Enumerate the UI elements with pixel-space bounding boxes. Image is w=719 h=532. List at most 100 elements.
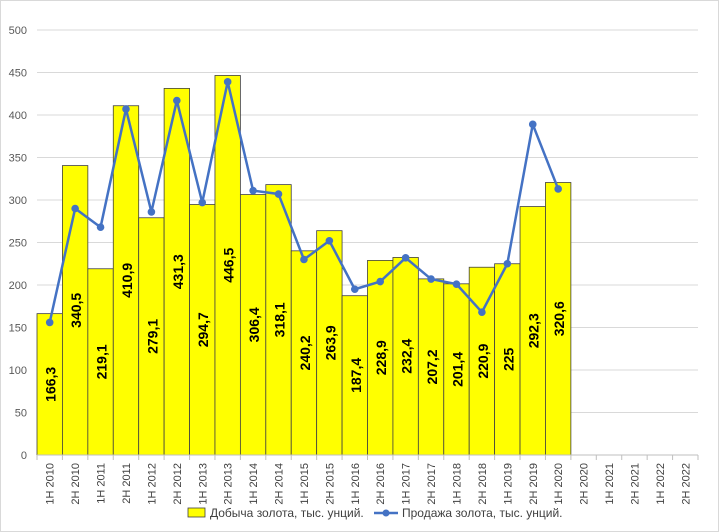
x-tick-label: 1H 2016 (350, 463, 362, 505)
bar-data-labels: 166,3 340,5 219,1 410,9 279,1 431,3 294,7 446,5… (43, 248, 567, 402)
bar (189, 204, 216, 456)
x-tick-label: 1H 2017 (401, 463, 413, 505)
legend-item-bar: Добыча золота, тыс. унций. (187, 506, 364, 520)
legend-item-line: Продажа золота, тыс. унций. (374, 506, 562, 520)
x-tick-label: 1H 2012 (146, 463, 158, 505)
x-tick-label: 1H 2015 (299, 463, 311, 505)
x-tick-label: 1H 2013 (197, 463, 209, 505)
bar-data-label: 263,9 (322, 325, 338, 360)
bar (163, 87, 190, 456)
bar (87, 268, 114, 456)
x-tick-label: 2H 2017 (426, 463, 438, 505)
legend-label-bar: Добыча золота, тыс. унций. (210, 506, 364, 520)
line-point (325, 237, 334, 245)
x-tick-label: 1H 2020 (553, 463, 565, 505)
line-point (96, 223, 105, 231)
x-tick-label: 2H 2019 (528, 463, 540, 505)
line-point (223, 78, 232, 86)
x-axis-tick-labels: 1H 2010 2H 2010 1H 2011 2H 2011 1H 2012 2H 20… (45, 463, 693, 505)
y-tick-label: 400 (9, 110, 27, 122)
y-tick-label: 450 (9, 68, 27, 80)
bar-data-label: 232,4 (399, 339, 415, 374)
x-tick-label: 1H 2021 (604, 463, 616, 505)
bar-data-label: 320,6 (551, 301, 567, 336)
legend: Добыча золота, тыс. унций. Продажа золот… (187, 506, 562, 520)
line-point (173, 96, 181, 105)
x-tick-label: 2H 2011 (121, 463, 133, 504)
line-point (401, 253, 410, 262)
line-point (71, 204, 79, 213)
bar (545, 182, 572, 456)
x-tick-label: 1H 2011 (96, 463, 108, 504)
line-point (350, 285, 359, 294)
y-tick-label: 200 (9, 280, 27, 292)
legend-label-line: Продажа золота, тыс. унций. (402, 506, 562, 520)
line-series (45, 78, 562, 327)
bar-data-label: 340,5 (68, 293, 84, 328)
bar (214, 75, 241, 456)
line-point (376, 277, 385, 286)
bar-data-label: 187,4 (348, 358, 364, 393)
bar-data-label: 228,9 (373, 340, 389, 375)
bar-data-label: 410,9 (119, 263, 135, 298)
x-tick-label: 1H 2018 (451, 463, 463, 505)
line-point (147, 208, 156, 216)
x-tick-label: 2H 2012 (172, 463, 184, 505)
legend-swatch-marker (382, 509, 390, 517)
bar-data-label: 207,2 (424, 349, 440, 384)
bar-data-label: 220,9 (475, 343, 491, 378)
x-tick-label: 2H 2014 (274, 463, 286, 505)
y-tick-label: 50 (15, 408, 27, 420)
x-tick-label: 1H 2019 (502, 463, 514, 505)
bar (519, 206, 546, 456)
line-point (528, 120, 537, 129)
bar-data-label: 446,5 (221, 248, 237, 283)
bar-data-label: 306,4 (246, 307, 262, 342)
x-tick-label: 2H 2015 (324, 463, 336, 505)
bar-data-label: 279,1 (144, 319, 160, 354)
bar-data-label: 292,3 (526, 313, 542, 348)
x-tick-label: 2H 2020 (579, 463, 591, 505)
legend-swatch-bar (187, 507, 206, 518)
bar (290, 250, 318, 456)
bar-data-label: 240,2 (297, 335, 313, 370)
bar (316, 230, 343, 456)
x-tick-label: 2H 2016 (375, 463, 387, 505)
line-point (300, 255, 308, 264)
line-point (45, 318, 54, 327)
y-axis-tick-labels: 0 50 100 150 200 250 300 350 400 450 500 (9, 25, 27, 462)
bar-data-label: 201,4 (449, 352, 465, 387)
bar-data-label: 431,3 (170, 254, 186, 289)
line-point (427, 275, 435, 283)
line-point (198, 198, 207, 207)
bar-data-label: 225 (500, 347, 516, 371)
line-point (478, 308, 486, 317)
bar-data-label: 166,3 (43, 367, 59, 402)
x-tick-label: 1H 2010 (45, 463, 57, 505)
line-point (122, 105, 130, 113)
x-tick-label: 2H 2021 (629, 463, 641, 505)
y-tick-label: 0 (21, 450, 27, 462)
y-tick-label: 300 (9, 195, 27, 207)
y-tick-label: 500 (9, 25, 27, 37)
x-tick-label: 1H 2022 (655, 463, 667, 505)
x-axis (36, 454, 699, 460)
y-tick-label: 250 (9, 238, 27, 250)
x-tick-label: 1H 2014 (248, 463, 260, 505)
x-tick-label: 2H 2018 (477, 463, 489, 505)
line-point (503, 259, 512, 268)
line-point (274, 190, 283, 198)
x-tick-label: 2H 2010 (70, 463, 82, 505)
x-tick-label: 2H 2013 (223, 463, 235, 505)
x-tick-label: 2H 2022 (680, 463, 692, 505)
y-tick-label: 150 (9, 323, 27, 335)
bar (494, 263, 521, 456)
bar-data-label: 219,1 (94, 344, 110, 379)
line-point (554, 185, 562, 193)
line-point (249, 186, 257, 195)
y-tick-label: 100 (9, 365, 27, 377)
line-point (452, 280, 461, 288)
bar (112, 105, 140, 456)
